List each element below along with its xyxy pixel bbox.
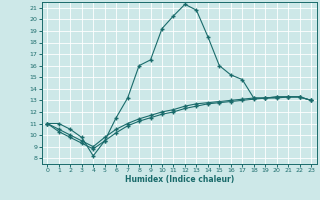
X-axis label: Humidex (Indice chaleur): Humidex (Indice chaleur) (124, 175, 234, 184)
